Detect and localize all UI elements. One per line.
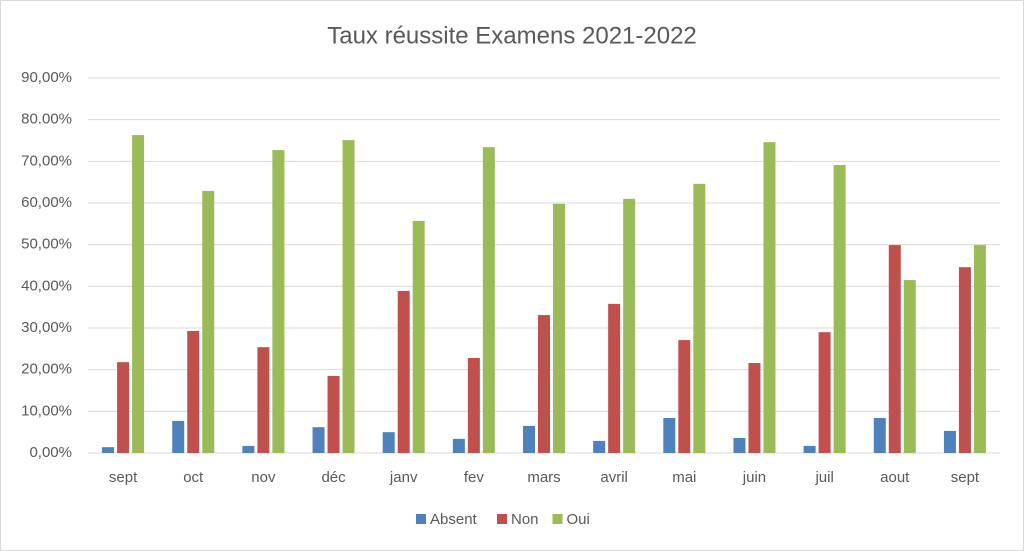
bar (538, 315, 550, 453)
chart-title: Taux réussite Examens 2021-2022 (327, 22, 697, 49)
bar (523, 425, 535, 453)
x-tick-label: juin (742, 469, 766, 486)
legend-swatch (416, 514, 426, 524)
bar (412, 220, 425, 453)
bar (172, 420, 185, 453)
legend-label: Oui (567, 511, 590, 528)
bar (553, 203, 565, 453)
x-tick-label: sept (109, 469, 138, 486)
bar (623, 198, 636, 453)
bar (733, 438, 746, 453)
y-tick-label: 50,00% (21, 236, 72, 253)
bar (382, 432, 395, 453)
y-tick-label: 30,00% (21, 319, 72, 336)
y-tick-label: 70,00% (21, 152, 72, 169)
x-tick-label: fev (464, 469, 485, 486)
x-tick-label: mars (527, 469, 560, 486)
bar (467, 358, 480, 453)
bar (903, 280, 916, 453)
bar (748, 363, 761, 453)
bar (593, 440, 606, 453)
bar (132, 135, 145, 454)
y-tick-label: 80.00% (21, 111, 72, 128)
x-tick-label: sept (951, 469, 980, 486)
bar (397, 290, 410, 453)
x-tick-label: juil (814, 469, 833, 486)
bar (678, 340, 691, 453)
legend-swatch (497, 514, 507, 524)
x-tick-label: aout (880, 469, 910, 486)
bar (452, 438, 465, 453)
bar (608, 303, 621, 453)
bar (202, 190, 215, 453)
bar (973, 245, 986, 453)
bar (117, 362, 130, 453)
bar (958, 267, 971, 453)
bar (873, 418, 886, 453)
bar (342, 140, 355, 454)
bar (327, 375, 340, 453)
bar (272, 150, 285, 454)
bar (763, 142, 776, 453)
x-tick-label: janv (389, 469, 418, 486)
bar (187, 330, 200, 453)
y-tick-label: 40,00% (21, 277, 72, 294)
y-tick-label: 90,00% (21, 69, 72, 86)
bar (257, 347, 270, 453)
bar (482, 147, 495, 453)
bar (943, 430, 956, 453)
bar (242, 445, 255, 453)
bar (833, 165, 846, 454)
bar (803, 445, 816, 453)
legend-label: Non (511, 511, 539, 528)
legend-swatch (552, 514, 563, 524)
y-tick-label: 0,00% (29, 444, 72, 461)
x-tick-label: mai (672, 469, 696, 486)
bar (663, 418, 676, 453)
bar (888, 245, 901, 453)
bar (693, 183, 706, 454)
y-tick-label: 20,00% (21, 361, 72, 378)
bar (818, 332, 831, 453)
legend-label: Absent (430, 511, 478, 528)
y-tick-label: 60,00% (21, 194, 72, 211)
x-tick-label: déc (321, 469, 346, 486)
y-tick-label: 10,00% (21, 402, 72, 419)
bar (102, 447, 115, 453)
x-tick-label: nov (251, 469, 276, 486)
bar (312, 427, 325, 453)
x-tick-label: avril (600, 469, 628, 486)
x-tick-label: oct (183, 469, 204, 486)
